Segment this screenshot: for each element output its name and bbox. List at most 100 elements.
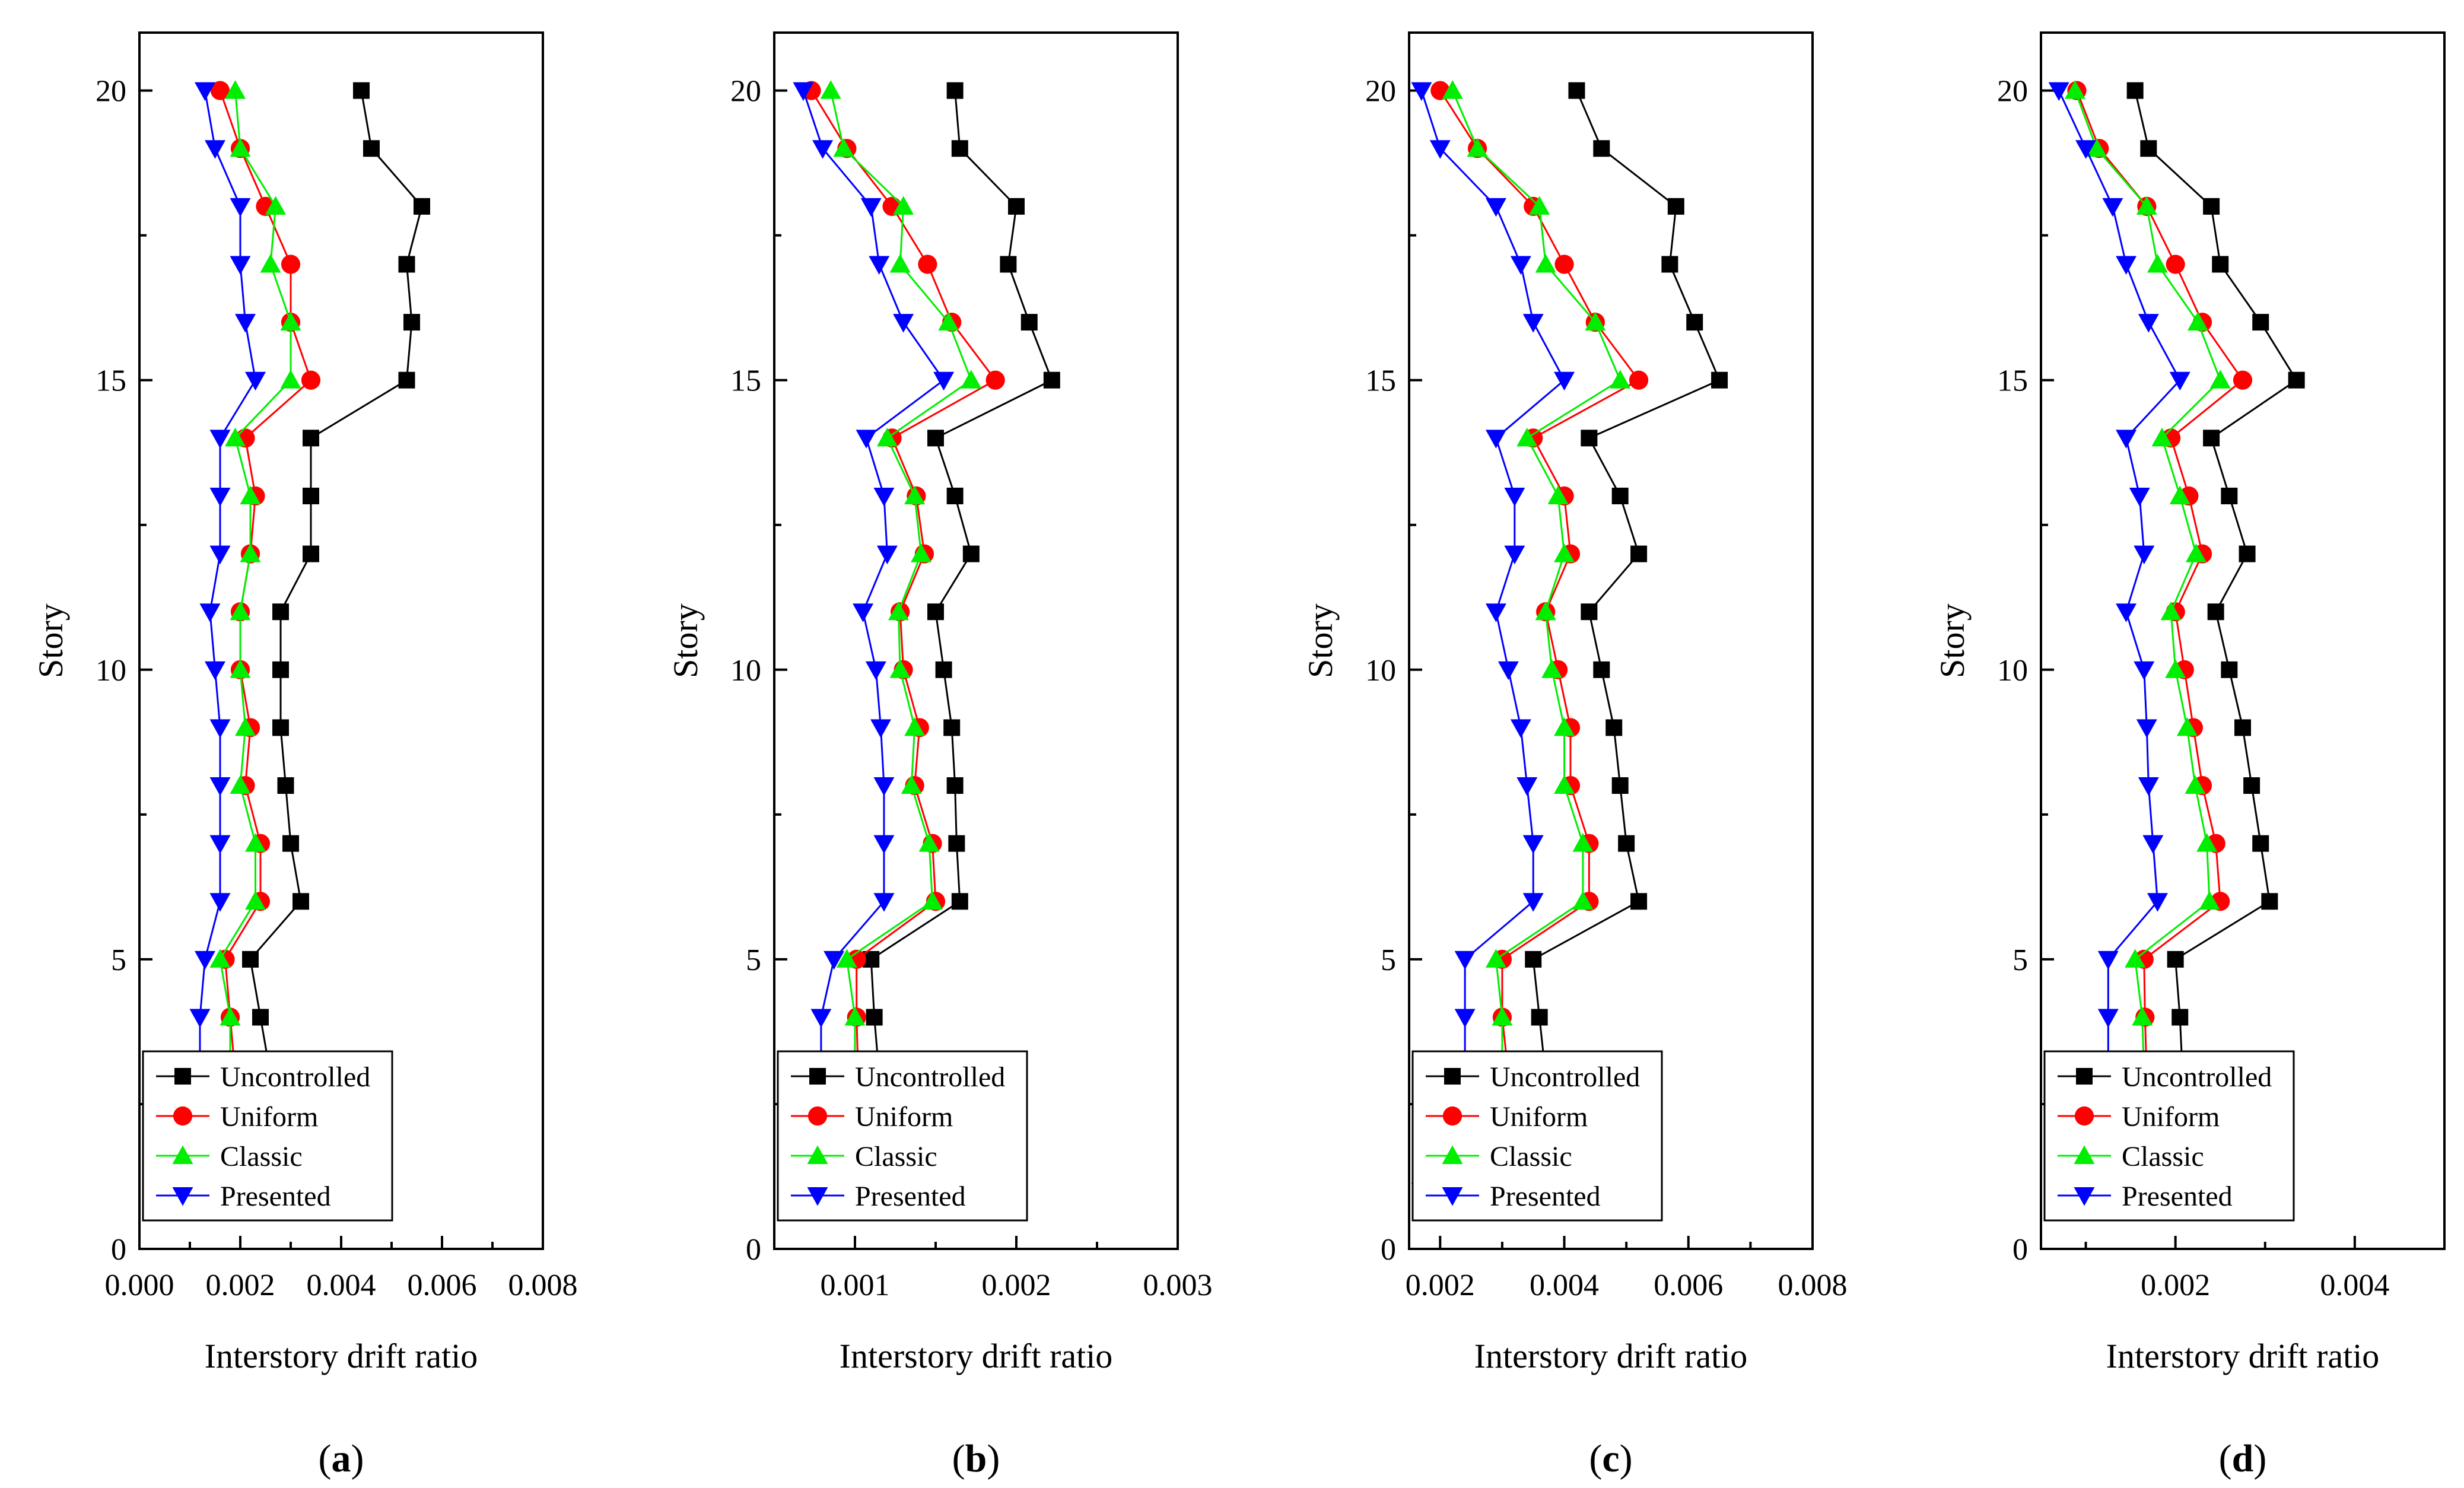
data-point bbox=[2160, 601, 2182, 621]
data-point bbox=[927, 430, 944, 447]
data-point bbox=[1522, 314, 1544, 333]
legend-label: Uncontrolled bbox=[1490, 1061, 1640, 1093]
x-tick-label: 0.003 bbox=[1143, 1268, 1213, 1302]
data-point bbox=[1618, 835, 1635, 852]
x-tick-label: 0.006 bbox=[1654, 1268, 1723, 1302]
x-axis-title: Interstory drift ratio bbox=[2106, 1337, 2380, 1375]
data-point bbox=[1611, 777, 1629, 794]
data-point bbox=[398, 256, 415, 273]
data-point bbox=[2116, 603, 2137, 622]
x-tick-label: 0.002 bbox=[1406, 1268, 1475, 1302]
data-point bbox=[889, 253, 911, 273]
legend-marker bbox=[173, 1106, 193, 1126]
data-point bbox=[2102, 198, 2123, 217]
y-tick-label: 20 bbox=[730, 75, 761, 109]
data-point bbox=[1008, 198, 1025, 215]
data-point bbox=[820, 80, 841, 99]
data-point bbox=[1454, 1009, 1476, 1028]
series-line bbox=[2074, 90, 2221, 1192]
caption-open-paren: ( bbox=[952, 1437, 965, 1480]
data-point bbox=[272, 719, 289, 736]
y-tick-label: 0 bbox=[2012, 1233, 2028, 1267]
data-point bbox=[2147, 253, 2168, 273]
legend-marker bbox=[2074, 1106, 2094, 1126]
data-point bbox=[2167, 950, 2184, 968]
legend-marker bbox=[1442, 1106, 1462, 1126]
data-point bbox=[888, 601, 909, 621]
x-tick-label: 0.002 bbox=[2141, 1268, 2210, 1302]
data-point bbox=[2125, 949, 2146, 968]
data-point bbox=[2176, 717, 2198, 736]
data-point bbox=[2134, 661, 2155, 681]
data-point bbox=[1516, 777, 1538, 796]
legend: Uncontrolled Uniform Classic Presented bbox=[777, 1050, 1028, 1222]
x-tick-label: 0.004 bbox=[2320, 1268, 2389, 1302]
data-point bbox=[1572, 891, 1594, 910]
data-point bbox=[210, 81, 230, 100]
data-point bbox=[2169, 485, 2190, 504]
data-point bbox=[2203, 198, 2220, 215]
data-point bbox=[209, 893, 231, 912]
caption-letter: d bbox=[2232, 1437, 2254, 1480]
series-line bbox=[2134, 90, 2298, 1192]
data-point bbox=[918, 255, 937, 274]
data-point bbox=[1554, 717, 1575, 736]
data-point bbox=[363, 140, 380, 157]
data-point bbox=[1429, 140, 1451, 159]
legend-marker bbox=[2074, 1187, 2095, 1206]
series-uniform bbox=[1430, 81, 1649, 1201]
data-point bbox=[901, 775, 922, 794]
data-point bbox=[853, 603, 874, 622]
data-point bbox=[1630, 893, 1648, 910]
caption-open-paren: ( bbox=[2219, 1437, 2232, 1480]
data-point bbox=[2075, 140, 2097, 159]
data-point bbox=[1000, 256, 1017, 273]
series-line bbox=[2058, 90, 2182, 1192]
series-presented bbox=[169, 82, 266, 1201]
data-point bbox=[1020, 314, 1038, 331]
data-point bbox=[935, 661, 952, 678]
caption-close-paren: ) bbox=[987, 1437, 1000, 1480]
data-point bbox=[889, 659, 911, 678]
data-point bbox=[265, 196, 286, 215]
data-point bbox=[2288, 371, 2305, 389]
data-point bbox=[282, 835, 299, 852]
data-point bbox=[2252, 314, 2269, 331]
data-point bbox=[2209, 370, 2231, 389]
data-point bbox=[946, 487, 964, 504]
data-point bbox=[398, 371, 415, 389]
y-tick-label: 20 bbox=[1365, 75, 1396, 109]
data-point bbox=[1581, 603, 1598, 621]
x-tick-label: 0.002 bbox=[982, 1268, 1051, 1302]
data-point bbox=[1510, 719, 1531, 738]
legend-label: Uniform bbox=[1490, 1101, 1588, 1133]
series-uniform bbox=[802, 81, 1005, 1201]
legend-marker bbox=[172, 1145, 193, 1164]
data-point bbox=[1485, 603, 1506, 622]
data-point bbox=[933, 371, 955, 391]
data-point bbox=[414, 198, 430, 215]
data-point bbox=[1525, 950, 1542, 968]
series-line bbox=[810, 90, 972, 1192]
data-point bbox=[230, 256, 251, 275]
series-line bbox=[830, 90, 1053, 1192]
data-point bbox=[2233, 370, 2253, 390]
data-point bbox=[2134, 545, 2155, 565]
y-tick-label: 10 bbox=[1997, 654, 2028, 688]
legend-label: Uncontrolled bbox=[855, 1061, 1005, 1093]
data-point bbox=[2132, 1007, 2153, 1026]
data-point bbox=[904, 717, 926, 736]
data-point bbox=[1531, 1009, 1548, 1026]
series-line bbox=[179, 90, 257, 1191]
data-point bbox=[2116, 256, 2137, 275]
legend: Uncontrolled Uniform Classic Presented bbox=[142, 1050, 393, 1222]
data-point bbox=[812, 140, 834, 159]
data-point bbox=[209, 719, 231, 738]
data-point bbox=[876, 545, 898, 565]
data-point bbox=[951, 140, 968, 157]
panel-caption: (a) bbox=[319, 1437, 364, 1480]
data-point bbox=[403, 314, 420, 331]
legend-marker bbox=[1444, 1068, 1461, 1085]
data-point bbox=[272, 603, 289, 621]
